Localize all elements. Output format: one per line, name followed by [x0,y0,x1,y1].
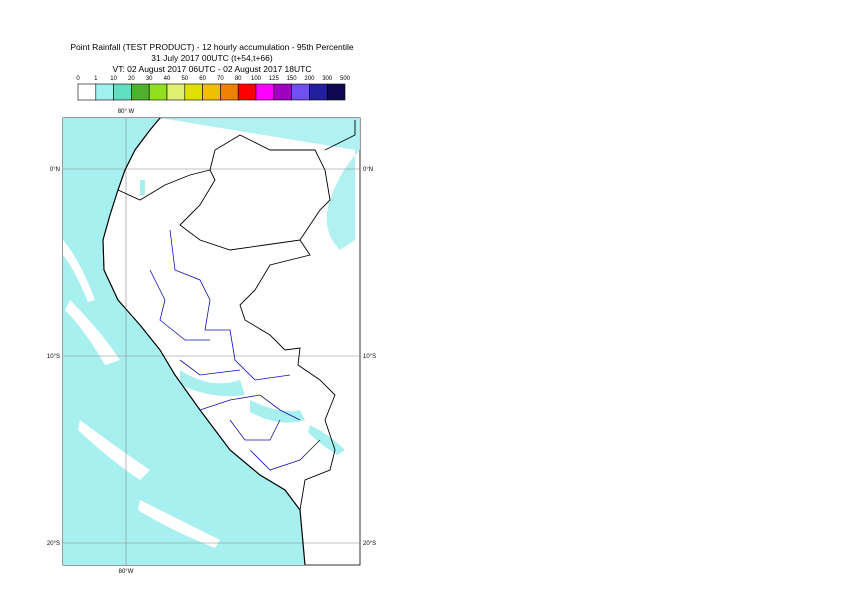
rain-area [160,118,360,250]
subtitle: 31 July 2017 00UTC (t+54,t+66) [151,53,273,63]
legend-swatch [184,83,203,101]
dry-area [63,240,220,548]
legend-label: 150 [287,76,298,82]
legend-label: 20 [128,76,135,82]
coastline [102,117,306,566]
lat-label: 20°S [47,541,60,547]
legend-label: 100 [251,76,262,82]
lat-label: 10°S [363,354,376,360]
title: Point Rainfall (TEST PRODUCT) - 12 hourl… [70,42,354,52]
legend-label: 70 [217,76,224,82]
lat-label: 0°N [363,167,373,173]
lat-label: 20°S [363,541,376,547]
legend-swatch [273,83,292,101]
legend-swatch [166,83,186,101]
legend-swatch [255,83,275,101]
header: Point Rainfall (TEST PRODUCT) - 12 hourl… [70,42,354,74]
legend-swatch [113,83,132,101]
legend-label: 30 [146,76,153,82]
legend-label: 50 [181,76,188,82]
legend-swatch [77,83,97,101]
legend-swatch [95,83,114,101]
lat-label: 10°S [47,354,60,360]
legend-swatch [309,83,328,101]
lon-label: 80°W [119,569,134,575]
legend-label: 0 [76,76,80,82]
legend-swatch [148,83,168,101]
legend-swatch [131,83,150,101]
legend: 0 1 10 20 30 40 50 60 70 80 100 125 150 200 300 500 [76,76,351,101]
lon-label: 80° W [118,109,135,115]
legend-swatch [237,83,257,101]
legend-swatch [202,83,221,101]
legend-label: 200 [304,76,315,82]
region-border [149,229,321,471]
subtitle: VT: 02 August 2017 06UTC - 02 August 201… [113,64,312,74]
lat-label: 0°N [50,167,60,173]
legend-label: 10 [110,76,117,82]
legend-swatch [220,83,239,101]
rain-area [140,180,345,455]
country-border [117,120,356,511]
legend-label: 80 [235,76,242,82]
legend-label: 40 [164,76,171,82]
legend-label: 125 [269,76,280,82]
legend-label: 60 [199,76,206,82]
legend-swatch [291,83,310,101]
legend-label: 500 [340,76,351,82]
map: 80° W 80°W 0°N 10°S 20°S 0°N 10°S 20°S [47,109,376,575]
legend-swatch [326,83,346,101]
legend-label: 1 [94,76,98,82]
legend-label: 300 [322,76,333,82]
